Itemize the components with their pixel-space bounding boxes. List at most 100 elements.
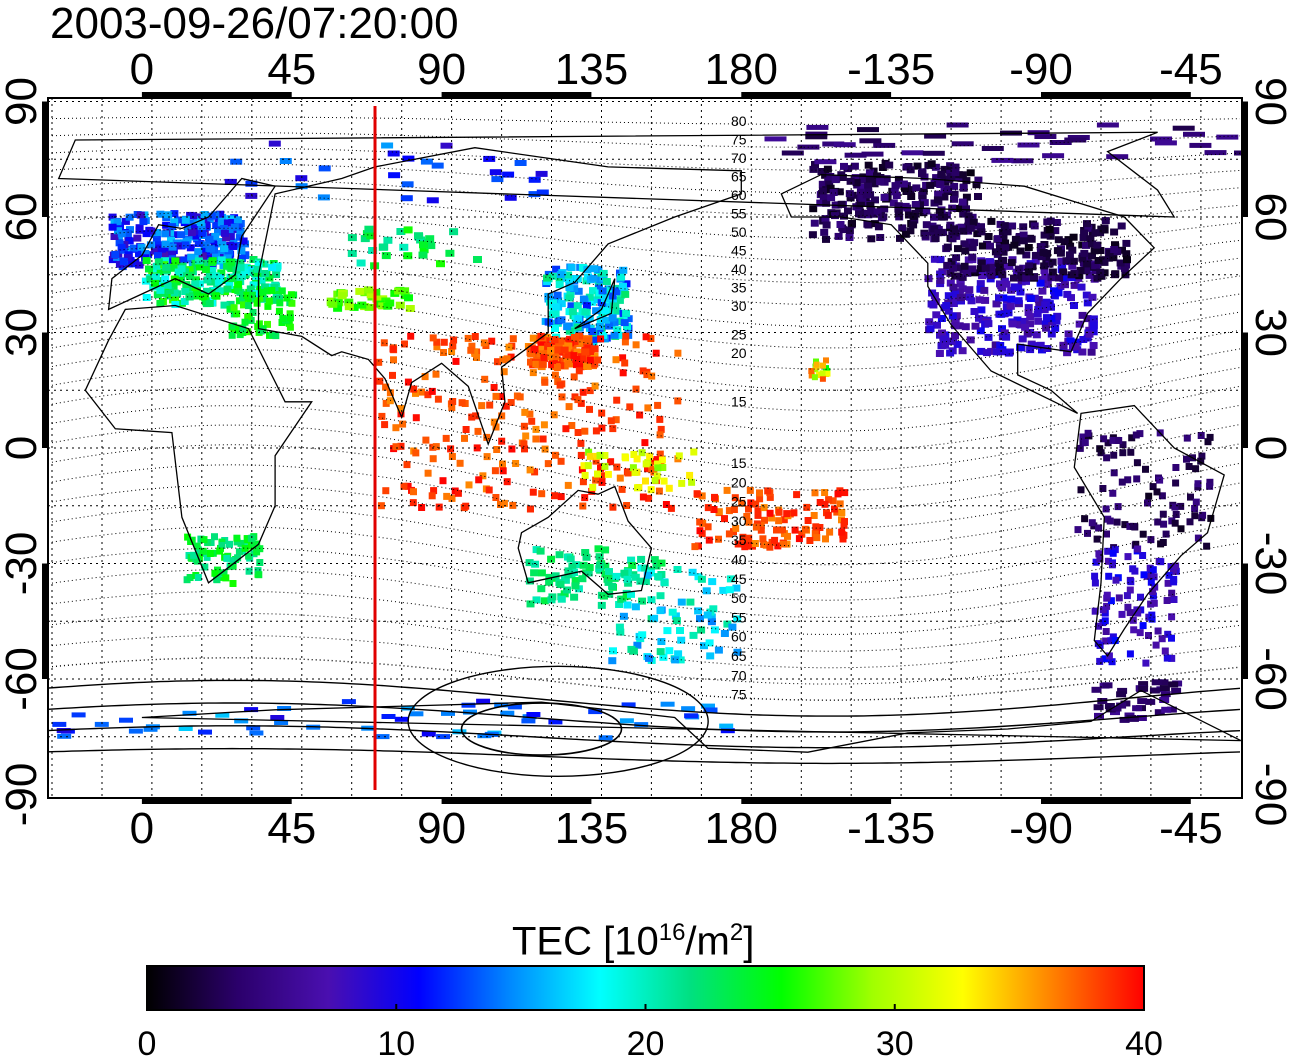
tec-cell xyxy=(591,382,599,390)
tec-cell xyxy=(249,256,258,263)
tec-cell xyxy=(1082,241,1090,249)
tec-cell xyxy=(550,336,559,344)
tec-cell xyxy=(1006,302,1015,310)
tec-cell xyxy=(814,159,837,165)
tec-cell xyxy=(1080,229,1089,237)
magnetic-contour xyxy=(48,747,1241,765)
africa-coast xyxy=(84,304,313,584)
tec-cell xyxy=(366,291,376,299)
tec-cell xyxy=(279,314,287,322)
tec-cell xyxy=(448,404,456,412)
tec-cell xyxy=(601,462,609,470)
tec-cell xyxy=(364,286,373,294)
tec-cell xyxy=(492,423,500,431)
tec-cell xyxy=(560,590,569,598)
left-lat-label: -30 xyxy=(0,532,46,596)
tec-cell xyxy=(1085,330,1094,338)
tec-cell xyxy=(601,546,610,554)
tec-cell xyxy=(829,497,837,505)
tec-cell xyxy=(940,335,949,343)
tec-cell xyxy=(1170,596,1178,603)
tec-cell xyxy=(700,642,708,650)
tec-cell xyxy=(489,169,502,176)
tec-cell xyxy=(590,360,599,368)
tec-cell xyxy=(223,254,232,262)
tec-cell xyxy=(1051,227,1060,235)
tec-cell xyxy=(551,492,558,500)
tec-cell xyxy=(863,220,872,228)
tec-cell xyxy=(588,487,596,495)
tec-cell xyxy=(1111,637,1119,644)
tec-cell xyxy=(563,586,571,594)
tec-cell xyxy=(1085,271,1094,279)
tec-cell xyxy=(119,717,133,723)
tec-cell xyxy=(1010,283,1019,291)
tec-cell xyxy=(1076,266,1085,274)
tec-cell xyxy=(660,701,675,707)
tec-cell xyxy=(222,234,231,242)
contour-label: 55 xyxy=(731,206,747,222)
tec-cell xyxy=(186,211,195,219)
tec-cell xyxy=(218,542,226,549)
tec-cell xyxy=(1037,253,1046,261)
left-lat-label: -90 xyxy=(0,763,46,827)
tec-cell xyxy=(578,466,586,474)
tec-cell xyxy=(975,296,984,304)
tec-cell xyxy=(220,569,228,577)
tec-cell xyxy=(638,449,646,457)
tec-cell xyxy=(1040,231,1049,239)
tec-cell xyxy=(507,353,515,361)
tec-cell xyxy=(575,340,584,348)
tec-cell xyxy=(1068,246,1077,254)
tec-cell xyxy=(659,464,667,471)
tec-cell xyxy=(690,448,698,456)
tec-cell xyxy=(1157,558,1165,566)
tec-cell xyxy=(419,241,428,249)
tec-cell xyxy=(906,186,915,194)
tec-cell xyxy=(691,543,699,551)
tec-cell xyxy=(1079,433,1087,441)
tec-cell xyxy=(333,304,343,312)
tec-cell xyxy=(1038,287,1047,295)
tec-cell xyxy=(999,294,1008,302)
magnetic-contour xyxy=(48,116,1241,125)
tec-cell xyxy=(264,320,271,328)
tec-cell xyxy=(387,150,400,157)
tec-cell xyxy=(589,483,597,491)
tec-cell xyxy=(790,509,798,517)
tec-cell xyxy=(257,277,266,285)
tec-cell xyxy=(615,317,624,325)
tec-cell xyxy=(644,465,651,473)
tec-cell xyxy=(1152,641,1160,649)
tec-cell xyxy=(605,308,614,316)
tec-cell xyxy=(220,301,229,309)
tec-cell xyxy=(165,287,174,294)
tec-cell xyxy=(594,545,603,553)
tec-cell xyxy=(760,504,768,512)
tec-cell xyxy=(212,222,221,229)
tec-cell xyxy=(766,543,774,551)
tec-cell xyxy=(586,405,593,413)
tec-cell xyxy=(970,269,979,277)
tec-cell xyxy=(441,710,455,716)
magnetic-contour xyxy=(48,702,1241,733)
tec-cell xyxy=(479,472,487,480)
tec-cell xyxy=(529,334,538,342)
tec-cell xyxy=(1036,341,1045,349)
tec-cell xyxy=(645,654,653,662)
tec-cell xyxy=(383,236,393,244)
tec-cell xyxy=(170,218,179,226)
tec-cell xyxy=(244,707,259,713)
tec-cell xyxy=(157,246,166,254)
tec-cell xyxy=(279,158,292,164)
tec-cell xyxy=(1048,318,1057,326)
tec-cell xyxy=(653,456,661,464)
tec-cell xyxy=(1109,549,1117,557)
tec-cell xyxy=(185,293,194,301)
tec-cell xyxy=(488,337,496,345)
tec-cell xyxy=(859,138,882,144)
tec-cell xyxy=(1203,542,1211,550)
tec-cell xyxy=(410,488,417,496)
tec-cell xyxy=(809,165,818,173)
tec-cell xyxy=(1204,438,1212,446)
